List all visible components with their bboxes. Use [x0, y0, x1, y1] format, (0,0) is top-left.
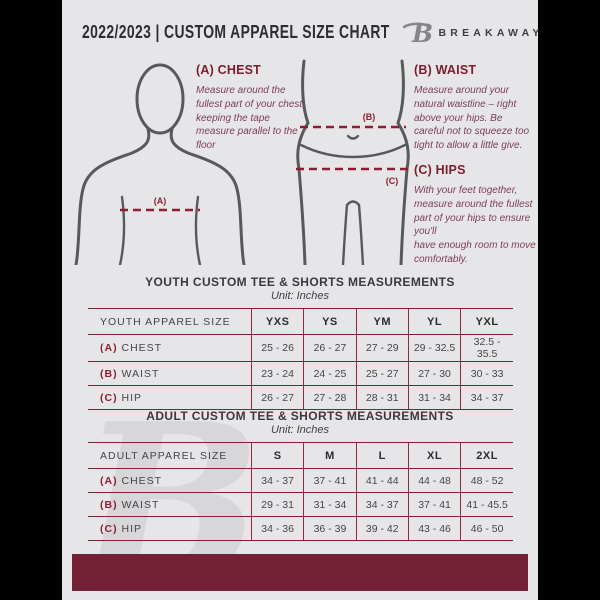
measurement-row-label: (B) WAIST: [88, 492, 252, 517]
waist-line-label: (B): [363, 112, 376, 122]
measurement-value-cell: 41 - 45.5: [460, 492, 513, 517]
table-row: (A) CHEST 25 - 26 26 - 27 27 - 29 29 - 32.5 3…: [88, 334, 513, 362]
size-column-header: S: [250, 442, 304, 469]
measurement-value-cell: 31 - 34: [303, 492, 357, 517]
measurement-prefix: (A): [100, 342, 122, 354]
brand-name: BREAKAWAY: [438, 27, 544, 39]
measurement-value-cell: 24 - 25: [303, 361, 357, 386]
measurement-value-cell: 34 - 37: [250, 468, 304, 493]
footer-accent-bar: [72, 554, 528, 591]
flyer-page: 2022/2023 | CUSTOM APPAREL SIZE CHART B …: [62, 0, 539, 600]
measurement-value-cell: 26 - 27: [250, 385, 304, 410]
measurement-value-cell: 23 - 24: [250, 361, 304, 386]
chest-guide-heading: (A) CHEST: [196, 63, 261, 77]
measurement-row-label: (B) WAIST: [88, 361, 252, 386]
measurement-row-label: (A) CHEST: [88, 334, 252, 362]
size-column-header: YS: [303, 308, 357, 335]
size-column-header: YM: [355, 308, 409, 335]
measurement-value-cell: 37 - 41: [407, 492, 461, 517]
measurement-value-cell: 34 - 36: [250, 516, 304, 541]
table-row: (C) HIP 34 - 36 36 - 39 39 - 42 43 - 46 46 - …: [88, 516, 513, 541]
size-column-header: 2XL: [460, 442, 513, 469]
measurement-value-cell: 43 - 46: [407, 516, 461, 541]
measurement-prefix: (B): [100, 367, 122, 380]
measurement-value-cell: 26 - 27: [303, 334, 357, 362]
brand: B BREAKAWAY: [402, 19, 544, 47]
table-row: (A) CHEST 34 - 37 37 - 41 41 - 44 44 - 48 48 …: [88, 468, 513, 493]
hips-guide-text: With your feet together, measure around …: [414, 185, 536, 265]
measurement-value-cell: 39 - 42: [355, 516, 409, 541]
adult-unit-label: Unit: Inches: [270, 424, 330, 436]
breakaway-logo-icon: B: [402, 19, 433, 47]
measurement-row-label: (C) HIP: [88, 516, 252, 541]
upper-body-diagram: (A): [74, 63, 246, 265]
youth-size-table: YOUTH APPAREL SIZE YXS YS YM YL YXL (A) CHEST 2…: [88, 308, 513, 410]
table-header-row: YOUTH APPAREL SIZE YXS YS YM YL YXL: [88, 308, 513, 335]
measurement-value-cell: 31 - 34: [407, 385, 461, 410]
measurement-value-cell: 34 - 37: [460, 385, 513, 410]
measurement-row-label: (A) CHEST: [88, 468, 252, 493]
measurement-value-cell: 28 - 31: [355, 385, 409, 410]
waist-guide: (B) WAIST Measure around your natural wa…: [414, 63, 534, 153]
measurement-value-cell: 32.5 - 35.5: [460, 334, 513, 362]
size-column-header: L: [355, 442, 409, 469]
waist-guide-heading: (B) WAIST: [414, 63, 477, 77]
chest-guide: (A) CHEST Measure around the fullest par…: [196, 63, 310, 153]
adult-size-table: ADULT APPAREL SIZE S M L XL 2XL (A) CHEST 34 - …: [88, 442, 513, 541]
measurement-value-cell: 27 - 29: [355, 334, 409, 362]
measurement-value-cell: 25 - 27: [355, 361, 409, 386]
measurement-row-label: (C) HIP: [88, 385, 252, 410]
table-row: (B) WAIST 29 - 31 31 - 34 34 - 37 37 - 41 41 …: [88, 492, 513, 517]
youth-unit-label: Unit: Inches: [270, 290, 330, 302]
measurement-value-cell: 36 - 39: [303, 516, 357, 541]
chest-line-label: (A): [154, 196, 167, 206]
size-column-header: YXS: [250, 308, 304, 335]
table-label-header: YOUTH APPAREL SIZE: [88, 308, 252, 335]
size-column-header: M: [303, 442, 357, 469]
measurement-prefix: (A): [100, 474, 122, 487]
measurement-prefix: (C): [100, 391, 122, 404]
header: 2022/2023 | CUSTOM APPAREL SIZE CHART B …: [62, 18, 539, 48]
table-row: (C) HIP 26 - 27 27 - 28 28 - 31 31 - 34 34 - …: [88, 385, 513, 410]
measurement-value-cell: 29 - 31: [250, 492, 304, 517]
measurement-prefix: (B): [100, 498, 122, 511]
head-outline: [135, 63, 185, 135]
measurement-prefix: (C): [100, 522, 122, 535]
hips-guide-heading: (C) HIPS: [414, 163, 466, 177]
table-row: (B) WAIST 23 - 24 24 - 25 25 - 27 27 - 30 30 …: [88, 361, 513, 386]
size-column-header: XL: [407, 442, 461, 469]
measurement-value-cell: 37 - 41: [303, 468, 357, 493]
measurement-value-cell: 41 - 44: [355, 468, 409, 493]
hips-guide: (C) HIPS With your feet together, measur…: [414, 163, 538, 267]
size-column-header: YXL: [460, 308, 513, 335]
adult-section-title: ADULT CUSTOM TEE & SHORTS MEASUREMENTS: [146, 409, 454, 423]
navel-mark: [346, 134, 360, 140]
measurement-value-cell: 34 - 37: [355, 492, 409, 517]
table-header-row: ADULT APPAREL SIZE S M L XL 2XL: [88, 442, 513, 469]
measurement-value-cell: 48 - 52: [460, 468, 513, 493]
waist-guide-text: Measure around your natural waistline – …: [414, 85, 530, 152]
measurement-value-cell: 44 - 48: [407, 468, 461, 493]
waistband-curve: [299, 143, 407, 159]
measurement-value-cell: 27 - 30: [407, 361, 461, 386]
table-label-header: ADULT APPAREL SIZE: [88, 442, 252, 469]
page-title: 2022/2023 | CUSTOM APPAREL SIZE CHART: [82, 23, 390, 43]
measurement-value-cell: 46 - 50: [460, 516, 513, 541]
chest-guide-text: Measure around the fullest part of your …: [196, 85, 305, 152]
measurement-value-cell: 27 - 28: [303, 385, 357, 410]
measurement-value-cell: 30 - 33: [460, 361, 513, 386]
youth-section-title: YOUTH CUSTOM TEE & SHORTS MEASUREMENTS: [145, 275, 455, 289]
measurement-value-cell: 25 - 26: [250, 334, 304, 362]
hip-line-label: (C): [386, 176, 399, 186]
size-column-header: YL: [407, 308, 461, 335]
lower-body-diagram: (B) (C): [296, 59, 410, 265]
measurement-value-cell: 29 - 32.5: [407, 334, 461, 362]
